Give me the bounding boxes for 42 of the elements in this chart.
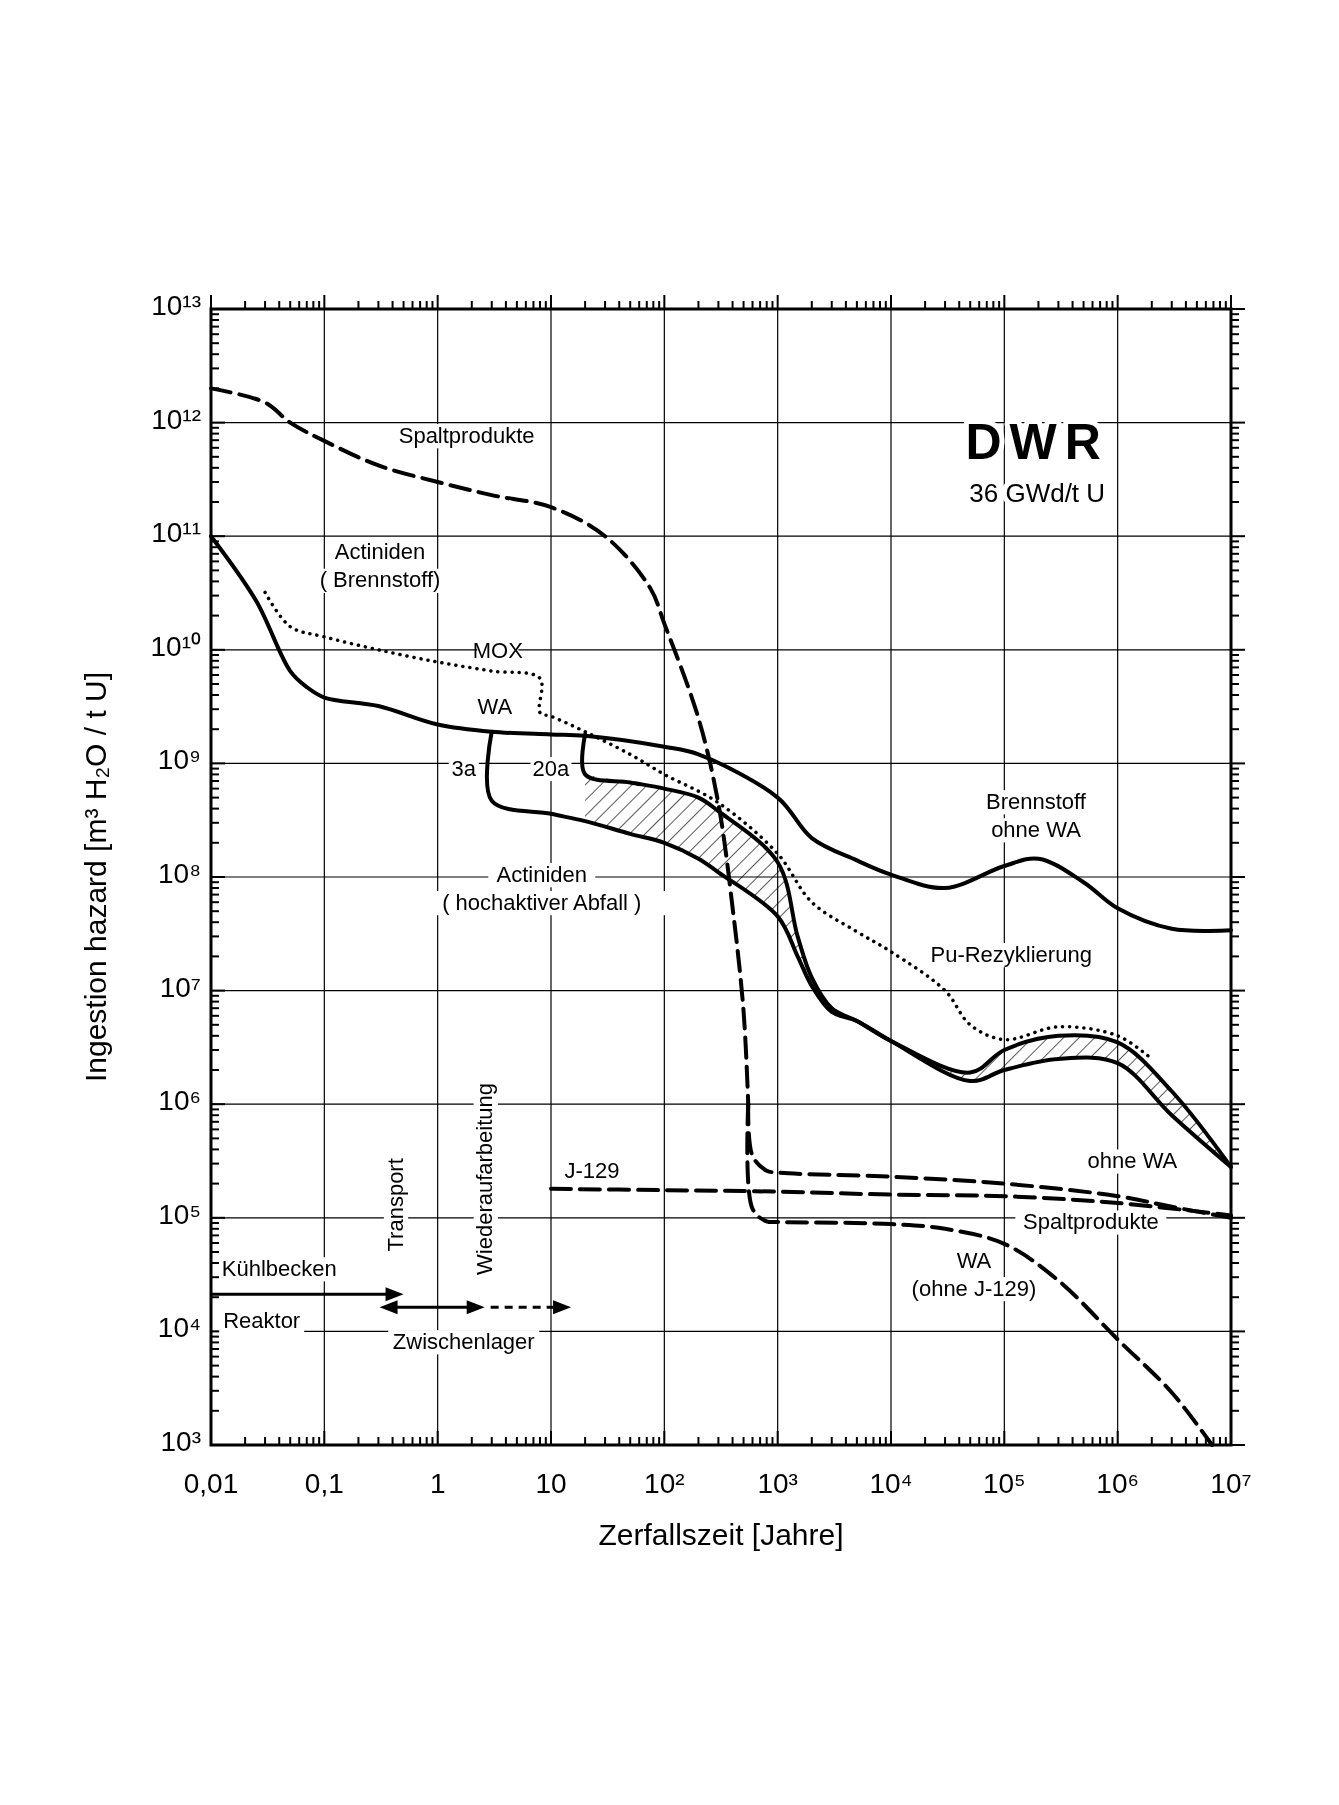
y-tick-label: 10⁵ — [158, 1198, 201, 1230]
annotation: Transport — [382, 1158, 408, 1252]
annotation: Zwischenlager — [392, 1328, 535, 1354]
annotation: Spaltprodukte — [1022, 1209, 1159, 1235]
annotation: 20a — [532, 755, 571, 781]
annotation: Kühlbecken — [221, 1255, 337, 1281]
x-tick-label: 10⁶ — [1096, 1468, 1139, 1499]
y-tick-label: 10¹¹ — [151, 517, 201, 549]
annotation: Pu-Rezyklierung — [930, 941, 1092, 967]
annotation: Reaktor — [223, 1308, 301, 1334]
annotation: 3a — [451, 755, 477, 781]
y-tick-label: 10¹³ — [151, 290, 201, 321]
annotation: Actiniden ( hochaktiver Abfall ) — [442, 861, 642, 915]
x-tick-label: 10⁴ — [869, 1468, 913, 1499]
y-tick-label: 10⁶ — [158, 1085, 201, 1117]
y-tick-label: 10¹² — [151, 403, 201, 435]
x-tick-label: 1 — [429, 1468, 446, 1499]
annotation: ohne WA — [1087, 1148, 1178, 1174]
text: 36 GWd/t U — [969, 478, 1106, 508]
annotation: WA (ohne J-129) — [911, 1247, 1037, 1301]
x-tick-label: 10⁷ — [1210, 1468, 1252, 1499]
x-tick-label: 10 — [535, 1468, 567, 1499]
x-tick-label: 10² — [644, 1468, 685, 1499]
x-tick-label: 0,1 — [304, 1468, 344, 1499]
annotation: WA — [477, 693, 513, 719]
x-axis-title: Zerfallszeit [Jahre] — [598, 1518, 844, 1551]
x-tick-label: 10⁵ — [982, 1468, 1026, 1499]
y-tick-label: 10⁷ — [159, 971, 201, 1003]
y-tick-label: 10⁸ — [158, 858, 201, 889]
annotation: Brennstoff ohne WA — [986, 788, 1087, 842]
y-tick-label: 10⁹ — [157, 744, 201, 776]
annotation: Wiederaufarbeitung — [472, 1082, 498, 1275]
annotation: Actiniden ( Brennstoff) — [319, 539, 441, 593]
x-tick-label: 0,01 — [183, 1468, 239, 1499]
annotation: MOX — [472, 637, 524, 663]
y-tick-label: 10¹⁰ — [150, 630, 201, 662]
annotation: Spaltprodukte — [398, 422, 535, 448]
annotation: J-129 — [564, 1158, 620, 1184]
x-tick-label: 10³ — [757, 1468, 798, 1499]
y-tick-label: 10⁴ — [157, 1312, 201, 1344]
y-tick-label: 10³ — [160, 1426, 201, 1457]
y-axis-title: Ingestion hazard [m³ H₂O / t U] — [79, 671, 112, 1083]
